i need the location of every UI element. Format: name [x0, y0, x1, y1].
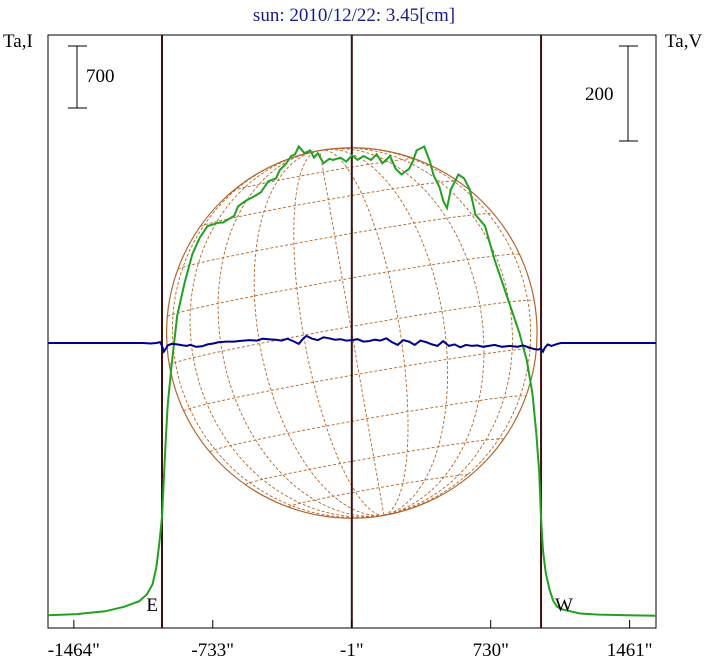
longitude-line-8 [326, 148, 485, 516]
longitude-line-0 [171, 157, 385, 519]
latitude-line-0 [287, 474, 472, 508]
scale-bar-right-label: 200 [585, 84, 614, 105]
longitude-line-1 [189, 153, 385, 518]
longitude-line-10 [347, 147, 532, 516]
x-axis-ticks: -1464" -733" -1" 730" 1461" [48, 620, 653, 661]
scale-bar-left-label: 700 [86, 66, 115, 87]
reference-lines [161, 35, 543, 628]
x-tick-label: 730" [473, 640, 509, 661]
series-intensity-line [47, 144, 657, 617]
scale-bar-left [68, 45, 87, 109]
series-polarization-line [48, 334, 656, 354]
longitude-line-7 [324, 148, 449, 516]
latitude-line-8 [232, 158, 415, 192]
latitude-line-1 [245, 438, 504, 485]
scale-bar-right [619, 45, 638, 142]
x-tick-label: -1464" [48, 640, 100, 661]
series-layer [47, 144, 657, 617]
longitude-line-6 [322, 149, 409, 516]
longitude-line-4 [293, 150, 385, 516]
longitude-line-9 [336, 147, 513, 516]
east-limb-label: E [146, 595, 158, 616]
x-tick-label: 1461" [607, 640, 653, 661]
chart-title: sun: 2010/12/22: 3.45[cm] [253, 5, 455, 26]
latitude-line-6 [177, 212, 494, 270]
longitude-line-2 [217, 151, 385, 517]
y-axis-right-label: Ta,V [665, 31, 702, 52]
y-axis-left-label: Ta,I [3, 31, 33, 52]
x-tick-label: -733" [191, 640, 234, 661]
latitude-line-5 [167, 253, 520, 317]
west-limb-label: W [555, 595, 573, 616]
longitude-line-3 [253, 151, 385, 517]
x-tick-label: -1" [340, 640, 364, 661]
